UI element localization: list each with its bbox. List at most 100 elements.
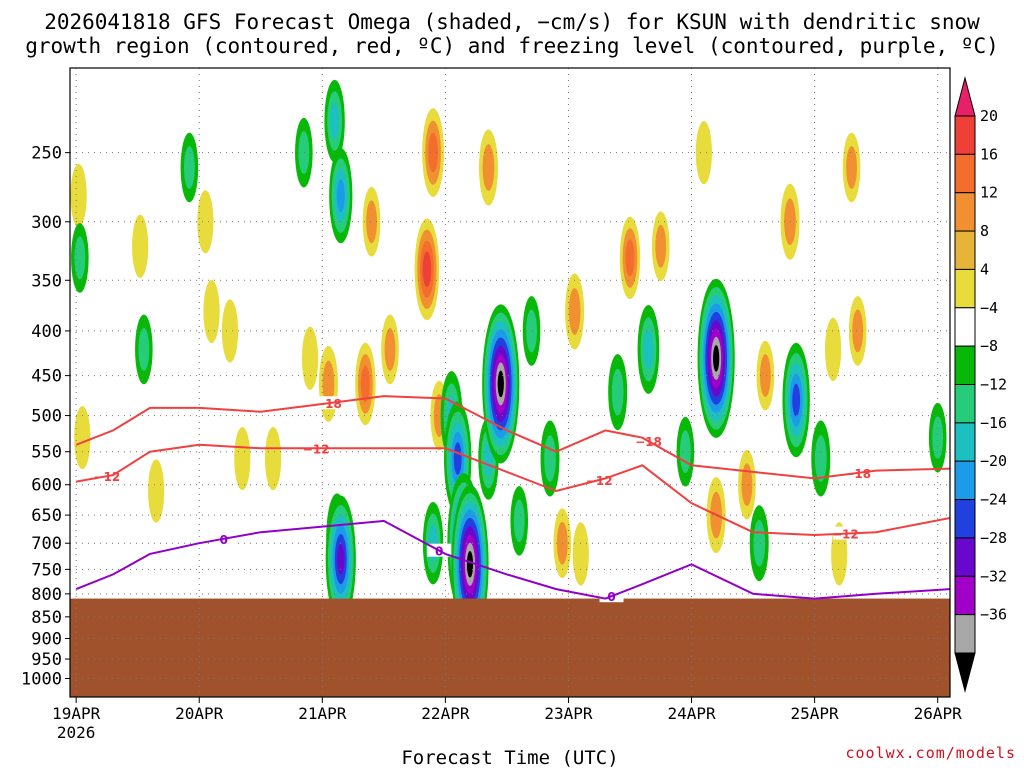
y-tick-label-550: 550 [31,443,62,463]
omega-cell-10-level-0 [234,426,251,491]
colorbar-label-2: 12 [980,184,998,202]
omega-cell-16-level-3 [336,179,345,213]
colorbar-label-13: −36 [980,606,1007,624]
omega-cell-35-level-1 [544,435,556,482]
omega-cell-40-level-2 [625,239,635,277]
colorbar-swatch-2 [954,192,976,232]
colorbar-swatch-7 [954,384,976,424]
y-tick-label-900: 900 [31,630,62,650]
colorbar-swatch-9 [954,460,976,501]
x-tick-label-26APR: 26APR [914,704,963,723]
colorbar-top-arrow [954,76,976,117]
colorbar-swatch-1 [954,153,976,194]
omega-cell-6-level-1 [183,146,195,189]
omega-cell-7-level-0 [197,190,214,254]
colorbar-swatch-12 [954,575,976,616]
omega-cell-55-level-1 [846,146,857,189]
omega-cell-34-level-1 [526,309,537,353]
y-tick-label-1000: 1000 [21,669,62,689]
y-tick-label-700: 700 [31,534,62,554]
colorbar-bottom-arrow [954,652,976,693]
omega-cell-30-level-1 [482,144,495,191]
y-tick-label-350: 350 [31,271,62,291]
omega-cell-27-level-4 [453,442,462,475]
chart-title-line-1: 2026041818 GFS Forecast Omega (shaded, −… [44,10,980,34]
x-tick-label-19APR: 19APR [52,704,101,723]
colorbar-label-8: −16 [980,414,1007,432]
contour-freezing-level [75,519,950,600]
terrain-below-surface [70,598,950,697]
omega-cell-9-level-0 [221,299,239,363]
omega-cell-53-level-0 [824,317,842,382]
x-axis: 19APR 20APR 21APR 22APR 23APR 24APR 25APR 26APR… [52,697,962,768]
x-tick-label-24APR: 24APR [667,704,716,723]
colorbar-swatch-5 [954,307,976,347]
colorbar-swatch-6 [954,345,976,385]
omega-cell-44-level-0 [695,121,712,185]
y-tick-label-800: 800 [31,585,62,605]
omega-cell-15-level-2 [330,102,340,140]
y-tick-label-500: 500 [31,407,62,427]
contour-label-7: 0 [220,533,228,547]
omega-cell-19-level-2 [360,365,370,403]
omega-cell-56-level-1 [852,309,864,353]
plot-frame [69,67,951,698]
y-tick-label-650: 650 [31,506,62,526]
colorbar-label-12: −32 [980,567,1007,585]
omega-cell-1-level-1 [74,236,86,280]
colorbar-swatch-4 [954,268,976,309]
x-tick-label-23APR: 23APR [544,704,593,723]
colorbar-label-1: 16 [980,145,998,163]
colorbar-label-0: 20 [980,107,998,125]
omega-cell-5-level-0 [148,459,165,523]
chart-title-line-2: growth region (contoured, red, ºC) and f… [25,34,999,58]
x-tick-label-20APR: 20APR [175,704,224,723]
omega-cell-12-level-1 [298,131,310,175]
contour-label-0: −18 [315,397,342,411]
colorbar-swatch-10 [954,499,976,539]
y-tick-label-750: 750 [31,560,62,580]
x-axis-title: Forecast Time (UTC) [401,747,618,768]
omega-cell-37-level-1 [568,288,581,335]
credit-text[interactable]: coolwx.com/models [845,744,1016,762]
omega-cell-33-level-1 [513,499,525,543]
x-tick-year-label: 2026 [57,723,96,742]
colorbar-swatch-0 [954,115,976,155]
x-tick-label-22APR: 22APR [421,704,470,723]
colorbar-label-5: −4 [980,299,998,317]
colorbar-swatch-8 [954,422,976,462]
omega-cell-57-level-1 [932,416,944,460]
omega-cell-47-level-1 [741,463,753,507]
omega-cell-0-level-0 [70,164,87,228]
omega-cell-14-level-1 [322,360,335,408]
omega-cell-32-level-8 [497,370,504,398]
omega-cell-38-level-0 [572,522,589,586]
colorbar-label-6: −8 [980,337,998,355]
omega-cell-52-level-1 [814,435,827,482]
y-tick-label-400: 400 [31,322,62,342]
y-axis: 2503003504004505005506006507007508008509… [21,144,70,689]
omega-cell-2-level-0 [74,406,91,470]
colorbar-label-4: 4 [980,260,989,278]
omega-cell-11-level-0 [264,426,282,491]
omega-cell-42-level-1 [655,224,667,268]
y-tick-label-600: 600 [31,476,62,496]
colorbar-swatch-3 [954,230,976,270]
colorbar-label-9: −20 [980,452,1007,470]
x-tick-label-25APR: 25APR [791,704,840,723]
omega-shading [70,79,947,644]
omega-cell-48-level-1 [753,519,766,567]
omega-cell-51-level-4 [792,383,801,417]
omega-cell-21-level-1 [384,328,396,371]
omega-cell-20-level-1 [366,200,377,244]
omega-cell-22-level-3 [422,251,432,287]
y-tick-label-300: 300 [31,213,62,233]
y-tick-label-250: 250 [31,144,62,164]
omega-cell-41-level-2 [643,329,654,370]
contour-dendritic-snow-growth-top [75,395,950,480]
omega-cell-18-level-5 [337,543,345,575]
omega-cell-45-level-8 [713,345,720,372]
omega-cell-23-level-2 [428,132,438,173]
omega-cell-3-level-0 [132,214,149,278]
